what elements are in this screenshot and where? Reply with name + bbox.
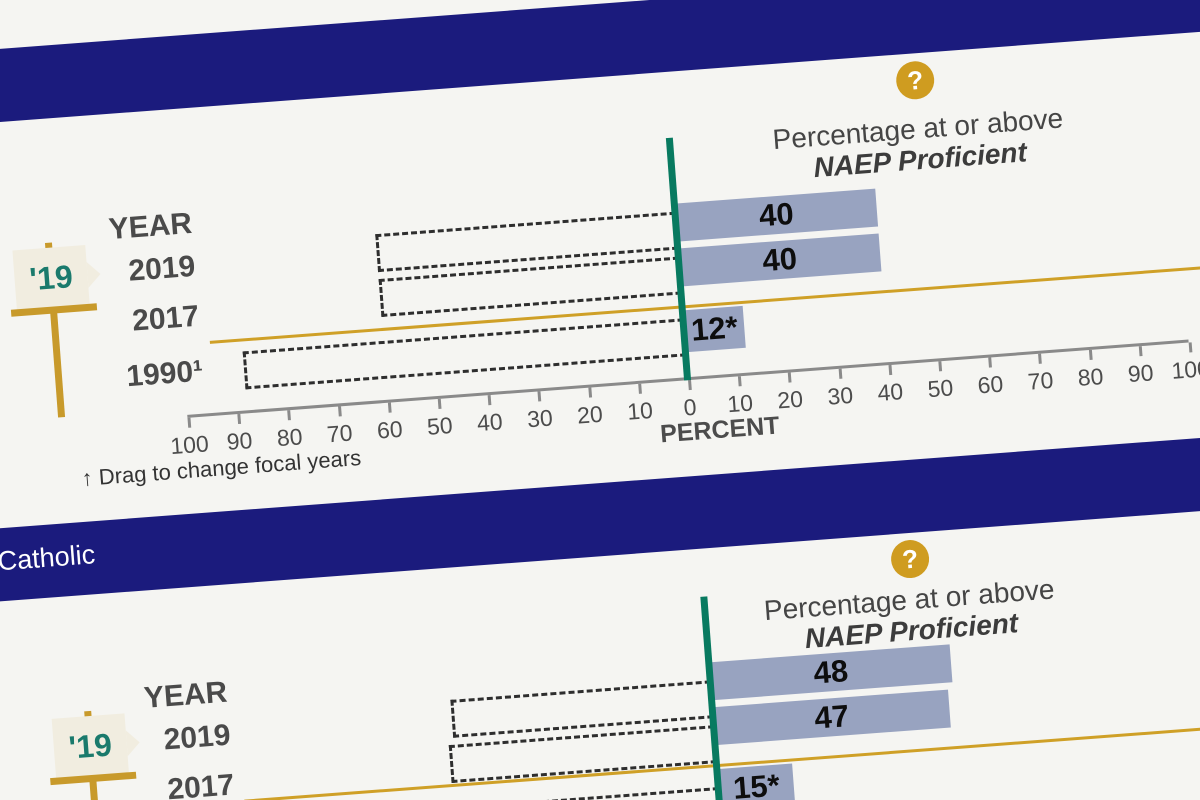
help-icon[interactable]: ? [889,538,931,580]
axis-tick-label: 100 [1170,355,1200,384]
axis-tick [437,398,442,409]
question-mark-glyph: ? [906,64,925,96]
focal-year-flag-label: '19 [28,257,74,297]
bar-value-label: 12* [689,309,739,348]
axis-tick-label: 70 [1026,366,1055,395]
bar-value-label: 40 [761,240,799,279]
axis-tick [587,387,592,398]
chart-title: Percentage at or above NAEP Proficient [637,92,1200,196]
focal-year-flag[interactable]: '19 [12,245,90,311]
proficient-bar-2019: 40 [674,188,878,242]
axis-tick [838,368,842,379]
question-mark-glyph: ? [901,543,920,575]
axis-tick [337,406,342,417]
axis-tick [888,364,893,376]
axis-tick [1038,353,1043,364]
axis-tick [287,410,292,421]
bar-value-label: 47 [813,698,851,736]
axis-tick-label: 60 [375,415,404,444]
axis-tick-label: 90 [1126,359,1155,388]
axis-tick-label: 50 [426,412,454,440]
axis-tick [738,376,742,387]
axis-tick [387,402,392,413]
axis-tick [537,391,542,402]
proficient-bar-2017: 47 [712,689,951,746]
axis-tick [1138,346,1143,357]
axis-tick-label: 50 [926,374,955,403]
proficient-bar-2017: 40 [678,233,882,287]
axis-tick [788,372,792,383]
section-label-catholic: Catholic [0,539,97,577]
axis-tick [1188,342,1193,353]
ghost-bar-1990 [242,318,687,390]
focal-year-flag[interactable]: '19 [51,713,129,779]
bar-value-label: 48 [812,653,850,691]
axis-tick [487,395,492,406]
bar-value-label: 15* [731,767,781,800]
axis-tick-label: 40 [876,378,905,406]
axis-tick [988,357,993,368]
axis-tick-label: 40 [476,408,504,437]
proficient-bar-1990: 15* [717,763,796,800]
axis-tick-label: 30 [826,381,854,410]
bar-value-label: 40 [757,195,795,234]
help-icon[interactable]: ? [894,59,936,101]
year-column-header: YEAR [142,675,229,715]
axis-tick [637,383,642,394]
axis-tick [187,417,192,428]
focal-year-flag-label: '19 [67,725,114,766]
axis-tick [237,413,242,425]
axis-tick [688,379,692,391]
axis-tick-label: 60 [976,370,1005,399]
proficient-bar-1990: 12* [682,305,747,353]
axis-tick [1088,349,1093,361]
axis-tick [938,361,943,372]
axis-tick-label: 30 [526,404,554,433]
axis-tick-label: 80 [1076,363,1105,391]
axis-tick-label: 20 [576,400,604,429]
